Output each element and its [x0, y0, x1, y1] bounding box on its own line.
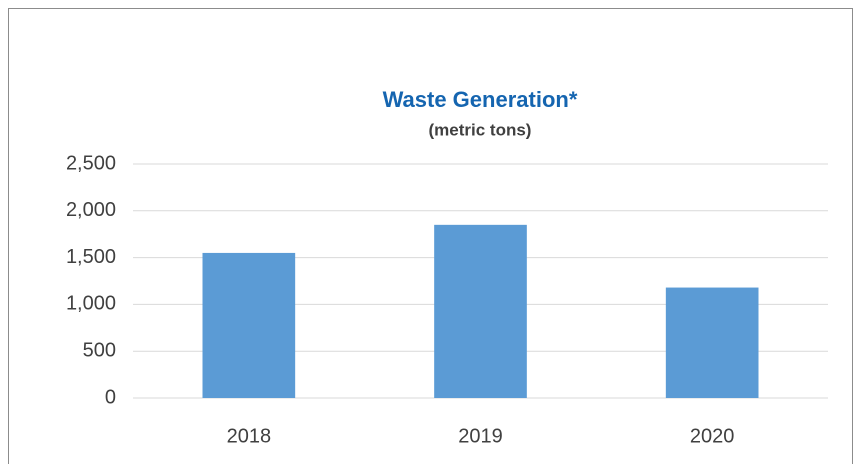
x-tick-label: 2019 [458, 425, 503, 447]
chart-subtitle: (metric tons) [429, 120, 532, 139]
y-tick-label: 500 [83, 339, 116, 361]
y-tick-label: 1,000 [66, 293, 116, 315]
bar [665, 287, 759, 398]
bar [434, 224, 527, 398]
x-tick-label: 2018 [227, 425, 272, 447]
y-tick-label: 1,500 [66, 246, 116, 268]
bar [202, 252, 296, 398]
x-tick-label: 2020 [690, 425, 735, 447]
y-tick-label: 0 [105, 386, 116, 408]
chart-title: Waste Generation* [383, 87, 578, 112]
y-tick-label: 2,500 [66, 152, 116, 174]
y-tick-label: 2,000 [66, 199, 116, 221]
